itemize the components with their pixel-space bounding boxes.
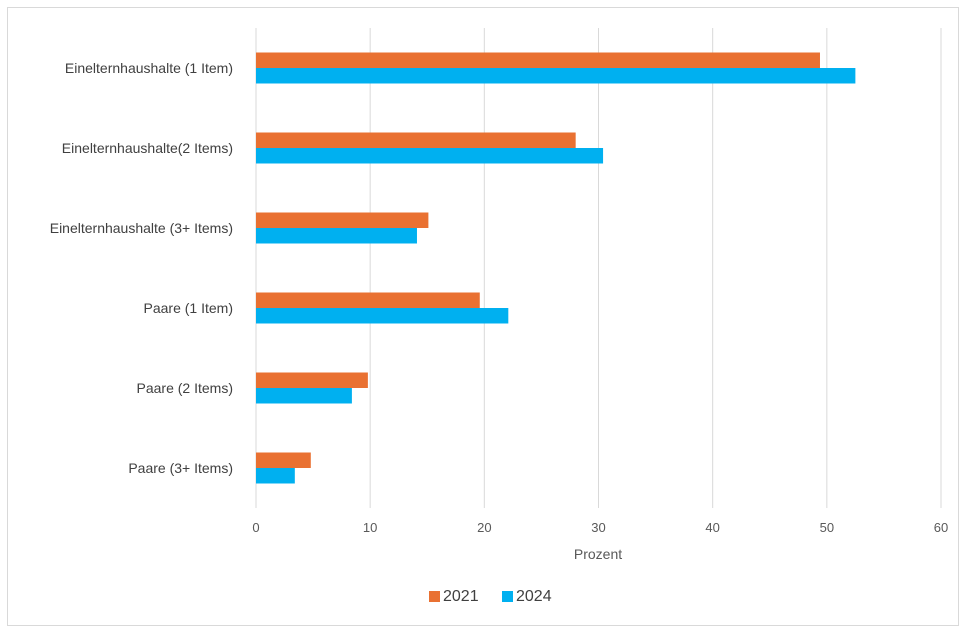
x-tick-label-50: 50 [820,520,834,535]
bar-2021-5 [256,452,311,468]
bar-2021-1 [256,132,576,148]
x-tick-label-30: 30 [591,520,605,535]
bars [256,52,856,484]
category-labels: Einelternhaushalte (1 Item) Einelternhaus… [50,60,233,476]
x-tick-label-60: 60 [934,520,948,535]
x-tick-labels: 0 10 20 30 40 50 60 [252,520,948,535]
bar-2024-2 [256,228,417,244]
x-tick-label-10: 10 [363,520,377,535]
bar-2021-4 [256,372,368,388]
x-tick-label-20: 20 [477,520,491,535]
category-label: Paare (1 Item) [144,300,233,316]
bar-2024-1 [256,148,604,164]
legend-swatch-2024 [502,591,513,602]
bar-2024-4 [256,388,352,404]
legend-label-2021: 2021 [443,588,479,605]
bar-2024-5 [256,468,295,484]
bar-2021-2 [256,212,429,228]
category-label: Einelternhaushalte (1 Item) [65,60,233,76]
legend-label-2024: 2024 [516,588,552,605]
category-label: Einelternhaushalte (3+ Items) [50,220,233,236]
category-label: Einelternhaushalte(2 Items) [62,140,233,156]
gridlines [255,28,942,508]
legend-swatch-2021 [429,591,440,602]
x-tick-label-40: 40 [705,520,719,535]
x-axis-title: Prozent [574,546,622,562]
bar-2024-3 [256,308,509,324]
bar-2021-3 [256,292,480,308]
x-tick-label-0: 0 [252,520,259,535]
bar-2021-0 [256,52,820,68]
bar-2024-0 [256,68,856,84]
category-label: Paare (3+ Items) [128,460,233,476]
category-label: Paare (2 Items) [137,380,233,396]
legend: 2021 2024 [429,588,552,605]
